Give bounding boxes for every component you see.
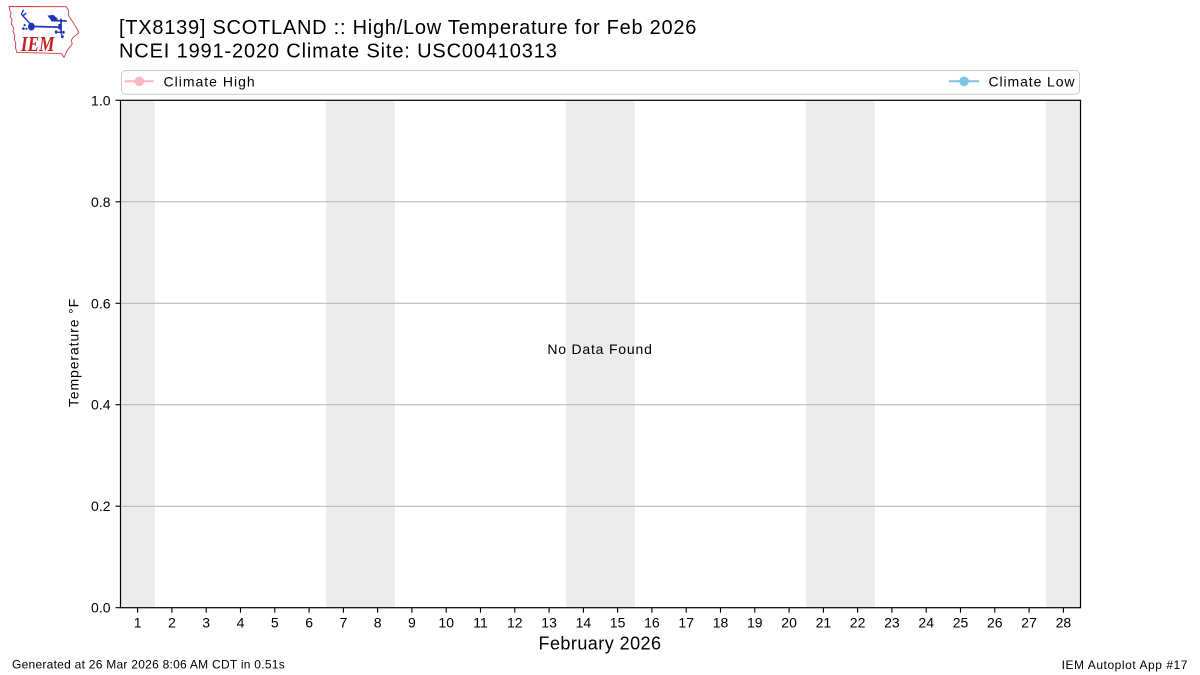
svg-text:12: 12: [507, 615, 523, 631]
svg-text:[TX8139] SCOTLAND :: High/Low: [TX8139] SCOTLAND :: High/Low Temperatur…: [119, 17, 697, 39]
svg-text:Climate High: Climate High: [164, 73, 256, 89]
svg-text:19: 19: [747, 615, 763, 631]
svg-text:Temperature °F: Temperature °F: [66, 298, 82, 407]
svg-text:25: 25: [953, 615, 969, 631]
svg-text:1.0: 1.0: [91, 92, 111, 108]
svg-text:5: 5: [271, 615, 279, 631]
svg-text:24: 24: [918, 615, 934, 631]
svg-text:0.4: 0.4: [91, 397, 111, 413]
svg-text:NCEI 1991-2020 Climate Site: U: NCEI 1991-2020 Climate Site: USC00410313: [119, 41, 558, 63]
svg-text:28: 28: [1056, 615, 1072, 631]
svg-text:9: 9: [408, 615, 416, 631]
svg-text:17: 17: [678, 615, 694, 631]
svg-text:7: 7: [340, 615, 348, 631]
svg-text:15: 15: [610, 615, 626, 631]
svg-text:20: 20: [781, 615, 797, 631]
svg-text:27: 27: [1021, 615, 1037, 631]
svg-text:IEM Autoplot App #17: IEM Autoplot App #17: [1062, 658, 1188, 672]
svg-text:22: 22: [850, 615, 866, 631]
svg-text:IEM: IEM: [20, 32, 55, 56]
svg-text:February 2026: February 2026: [539, 633, 662, 653]
svg-text:23: 23: [884, 615, 900, 631]
svg-text:8: 8: [374, 615, 382, 631]
svg-text:Generated at 26 Mar 2026 8:06: Generated at 26 Mar 2026 8:06 AM CDT in …: [12, 658, 285, 672]
svg-text:14: 14: [576, 615, 592, 631]
svg-text:26: 26: [987, 615, 1003, 631]
svg-text:1: 1: [134, 615, 142, 631]
svg-text:13: 13: [541, 615, 557, 631]
svg-text:4: 4: [237, 615, 245, 631]
svg-text:No Data Found: No Data Found: [547, 341, 652, 357]
svg-text:21: 21: [816, 615, 832, 631]
svg-text:16: 16: [644, 615, 660, 631]
svg-text:0.2: 0.2: [91, 498, 111, 514]
svg-text:2: 2: [168, 615, 176, 631]
svg-text:3: 3: [202, 615, 210, 631]
svg-text:6: 6: [305, 615, 313, 631]
svg-text:11: 11: [473, 615, 488, 631]
svg-text:10: 10: [438, 615, 454, 631]
svg-text:0.8: 0.8: [91, 194, 111, 210]
svg-text:18: 18: [713, 615, 729, 631]
svg-text:0.6: 0.6: [91, 295, 111, 311]
svg-text:Climate Low: Climate Low: [989, 73, 1076, 89]
svg-text:0.0: 0.0: [91, 600, 111, 616]
